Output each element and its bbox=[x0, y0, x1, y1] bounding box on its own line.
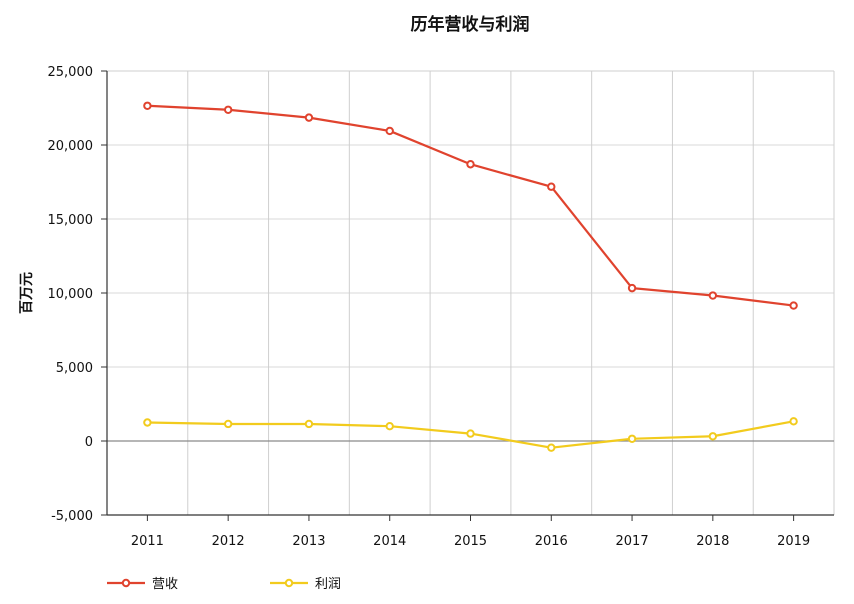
legend-item-2[interactable]: 利润 bbox=[270, 577, 341, 592]
series-1-point bbox=[789, 301, 798, 310]
y-tick-label: 0 bbox=[85, 435, 93, 450]
series-1-point bbox=[143, 101, 152, 110]
axes: -5,000 0 5,000 10,000 15,000 20,000 25,000 2011… bbox=[48, 65, 834, 549]
y-axis-label: 百万元 bbox=[19, 272, 35, 314]
series-2-point bbox=[627, 434, 637, 443]
legend-label: 营收 bbox=[152, 577, 178, 592]
x-tick-label: 2013 bbox=[292, 534, 325, 549]
series-1-point bbox=[627, 283, 637, 293]
series-1-point bbox=[466, 160, 475, 169]
series-lines bbox=[143, 101, 798, 452]
series-1-point bbox=[708, 291, 718, 300]
y-tick-label: -5,000 bbox=[51, 509, 93, 524]
x-tick-label: 2012 bbox=[212, 534, 245, 549]
series-2-point bbox=[547, 443, 556, 452]
x-tick-label: 2017 bbox=[616, 534, 649, 549]
legend[interactable]: 营收 利润 bbox=[107, 577, 341, 592]
series-1-point bbox=[223, 105, 233, 114]
x-tick-label: 2016 bbox=[535, 534, 568, 549]
x-tick-label: 2015 bbox=[454, 534, 487, 549]
y-tick-label: 5,000 bbox=[56, 361, 93, 376]
series-2-point bbox=[466, 429, 475, 438]
grid-lines bbox=[107, 70, 835, 515]
y-tick-label: 15,000 bbox=[48, 213, 94, 228]
legend-swatch-marker bbox=[284, 578, 294, 588]
x-tick-label: 2014 bbox=[373, 534, 406, 549]
series-2-point bbox=[385, 422, 394, 431]
series-line-1 bbox=[147, 104, 794, 307]
series-2-point bbox=[789, 417, 798, 426]
legend-label: 利润 bbox=[315, 577, 341, 592]
series-2-point bbox=[143, 418, 152, 427]
series-2-point bbox=[223, 419, 233, 429]
y-tick-label: 20,000 bbox=[48, 139, 94, 154]
series-2-point bbox=[708, 432, 718, 441]
x-tick-label: 2019 bbox=[777, 534, 810, 549]
series-1-point bbox=[547, 182, 556, 191]
legend-swatch-marker bbox=[121, 578, 131, 588]
x-tick-label: 2011 bbox=[131, 534, 164, 549]
x-tick-label: 2018 bbox=[696, 534, 729, 549]
legend-item-1[interactable]: 营收 bbox=[107, 577, 178, 592]
y-tick-label: 10,000 bbox=[48, 287, 94, 302]
series-1-point bbox=[385, 126, 394, 136]
y-tick-label: 25,000 bbox=[48, 65, 94, 80]
series-2-point bbox=[304, 419, 314, 429]
series-1-point bbox=[304, 113, 314, 122]
chart-title: 历年营收与利润 bbox=[411, 14, 530, 35]
